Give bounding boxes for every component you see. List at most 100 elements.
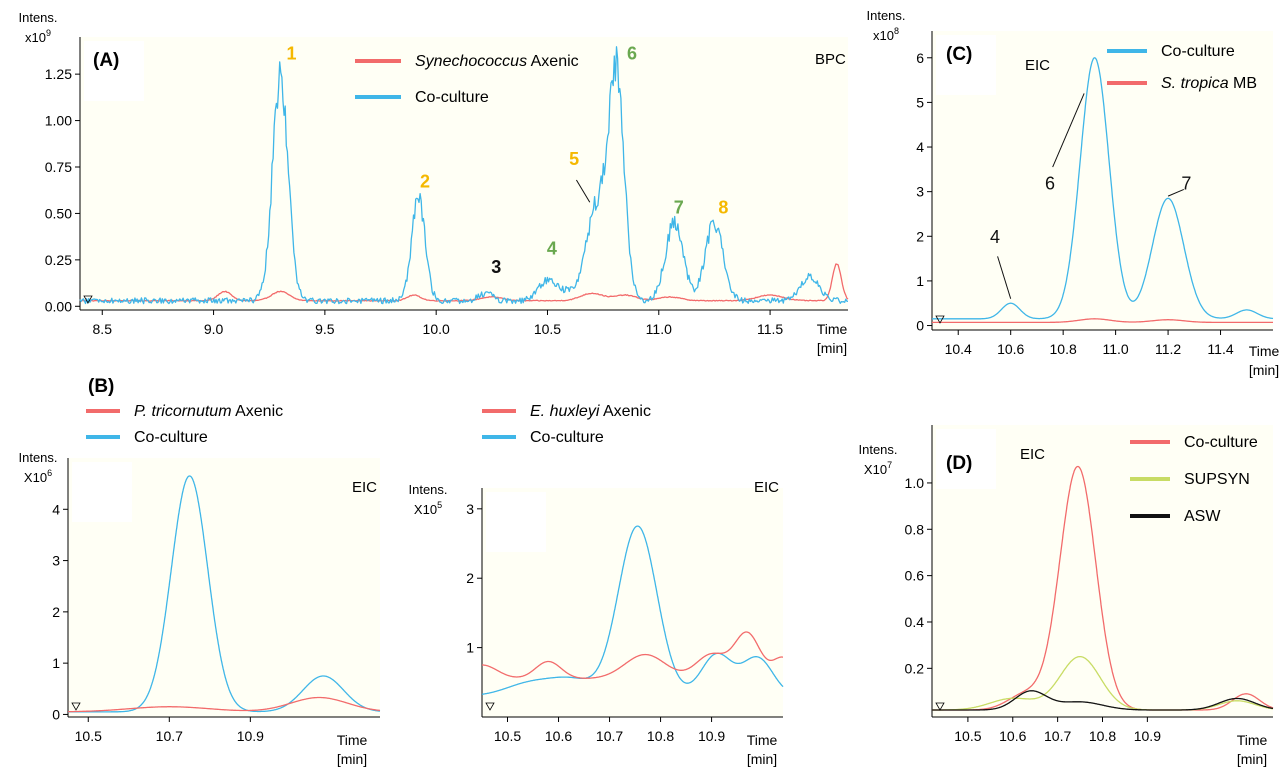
- a-inset-box: [84, 41, 144, 101]
- a-legend-label: Co-culture: [415, 89, 489, 106]
- d-x-tick-label: 10.9: [1134, 728, 1161, 744]
- b2-x-tick-label: 10.8: [647, 728, 674, 744]
- c-y-tick-label: 4: [916, 139, 924, 155]
- a-y-tick-label: 1.00: [45, 113, 72, 129]
- a-marker-triangle: [83, 295, 93, 304]
- c-y-tick-label: 1: [916, 273, 924, 289]
- c-legend-label: Co-culture: [1161, 43, 1235, 60]
- b1-y-tick-label: 4: [52, 501, 60, 517]
- b1-legend-label: Co-culture: [134, 429, 208, 446]
- c-y-label: Intens.: [866, 8, 905, 23]
- b2-x-tick-label: 10.6: [545, 728, 572, 744]
- a-y-label: Intens.: [18, 10, 57, 25]
- a-y-tick-label: 0.00: [45, 298, 72, 314]
- b1-x-tick-label: 10.7: [156, 728, 183, 744]
- c-y-tick-label: 3: [916, 184, 924, 200]
- c-x-label: Time: [1249, 343, 1280, 359]
- b2-x-label: Time: [747, 732, 778, 748]
- b2-y-tick-label: 2: [466, 570, 474, 586]
- d-x-unit-label: [min]: [1237, 751, 1267, 767]
- b2-marker-triangle: [485, 702, 495, 711]
- a-peak-annotation: 5: [569, 149, 579, 169]
- a-panel-label: (A): [93, 50, 119, 71]
- b2-x-unit-label: [min]: [747, 751, 777, 767]
- a-plot-area: [80, 37, 848, 310]
- d-y-tick-label: 0.4: [905, 614, 925, 630]
- d-y-tick-label: 0.2: [905, 660, 925, 676]
- b1-series-line-0: [67, 475, 381, 713]
- a-x-tick-label: 8.5: [93, 321, 113, 337]
- a-corner-label: BPC: [815, 51, 846, 68]
- a-peak-annotation: 8: [718, 197, 728, 217]
- d-inset-box: [936, 429, 996, 489]
- b1-corner-label: EIC: [352, 479, 377, 496]
- a-legend-label: Synechococcus Axenic: [415, 53, 579, 70]
- c-y-tick-label: 0: [916, 318, 924, 334]
- b2-corner-label: EIC: [754, 479, 779, 496]
- a-leader-line: [575, 179, 591, 203]
- d-x-tick-label: 10.5: [954, 728, 981, 744]
- c-series-line-0: [931, 57, 1274, 320]
- c-y-tick-label: 2: [916, 228, 924, 244]
- a-y-tick-label: 1.25: [45, 66, 72, 82]
- d-series-line-2: [931, 690, 1274, 711]
- b2-legend-label: Co-culture: [530, 429, 604, 446]
- b1-x-label: Time: [337, 732, 368, 748]
- b1-y-scale-label: X106: [24, 468, 52, 485]
- c-leader-line: [997, 256, 1012, 299]
- panel-c-chart: 0 1 2 3 4 5 6 10.4 10.6 10.8 11.0 11.2 11.4 Intens. x1…: [866, 8, 1279, 378]
- b2-x-tick-label: 10.7: [596, 728, 623, 744]
- b1-y-tick-label: 1: [52, 655, 60, 671]
- b2-y-label: Intens.: [408, 482, 447, 497]
- a-y-tick-label: 0.25: [45, 252, 72, 268]
- b1-x-tick-label: 10.5: [75, 728, 102, 744]
- c-marker-triangle: [935, 315, 945, 324]
- d-series-line-0: [931, 465, 1274, 711]
- a-series-line-1: [79, 46, 849, 305]
- a-x-tick-label: 10.5: [534, 321, 561, 337]
- c-corner-label: EIC: [1025, 57, 1050, 74]
- d-corner-label: EIC: [1020, 446, 1045, 463]
- b2-x-tick-label: 10.5: [494, 728, 521, 744]
- b1-y-label: Intens.: [18, 450, 57, 465]
- d-y-scale-label: X107: [864, 460, 892, 477]
- a-x-tick-label: 9.0: [204, 321, 224, 337]
- c-x-tick-label: 11.2: [1155, 341, 1181, 357]
- a-peak-annotation: 3: [491, 257, 501, 277]
- c-y-scale-label: x108: [873, 26, 899, 43]
- a-x-tick-label: 11.5: [757, 321, 783, 337]
- c-peak-annotation: 4: [990, 227, 1000, 247]
- c-x-tick-label: 10.8: [1050, 341, 1077, 357]
- b1-marker-triangle: [71, 702, 81, 711]
- b2-y-tick-label: 3: [466, 501, 474, 517]
- c-y-tick-label: 6: [916, 50, 924, 66]
- c-y-tick-label: 5: [916, 94, 924, 110]
- c-peak-annotation: 7: [1181, 173, 1191, 193]
- a-peak-annotation: 4: [547, 238, 557, 258]
- b2-y-scale-label: X105: [414, 500, 442, 517]
- c-peak-annotation: 6: [1045, 173, 1055, 193]
- a-y-tick-label: 0.75: [45, 159, 72, 175]
- d-y-label: Intens.: [858, 442, 897, 457]
- a-x-tick-label: 11.0: [646, 321, 672, 337]
- d-legend-label: Co-culture: [1184, 434, 1258, 451]
- d-x-tick-label: 10.8: [1089, 728, 1116, 744]
- d-x-tick-label: 10.6: [999, 728, 1026, 744]
- b1-y-tick-label: 2: [52, 604, 60, 620]
- b1-legend-label: P. tricornutum Axenic: [134, 403, 283, 420]
- c-x-tick-label: 10.6: [997, 341, 1024, 357]
- d-legend-label: ASW: [1184, 508, 1221, 525]
- d-x-tick-label: 10.7: [1044, 728, 1071, 744]
- a-y-tick-label: 0.50: [45, 205, 72, 221]
- c-leader-line: [1167, 188, 1185, 197]
- c-panel-label: (C): [946, 44, 972, 65]
- panel-a-chart: 0.00 0.25 0.50 0.75 1.00 1.25 8.5 9.0 9.5 10.0 10.…: [18, 10, 849, 356]
- a-x-tick-label: 9.5: [315, 321, 335, 337]
- d-marker-triangle: [935, 702, 945, 711]
- a-x-label: Time: [817, 321, 848, 337]
- b1-x-tick-label: 10.9: [237, 728, 264, 744]
- b2-inset-box: [486, 492, 546, 552]
- d-legend-label: SUPSYN: [1184, 471, 1250, 488]
- a-x-tick-label: 10.0: [423, 321, 450, 337]
